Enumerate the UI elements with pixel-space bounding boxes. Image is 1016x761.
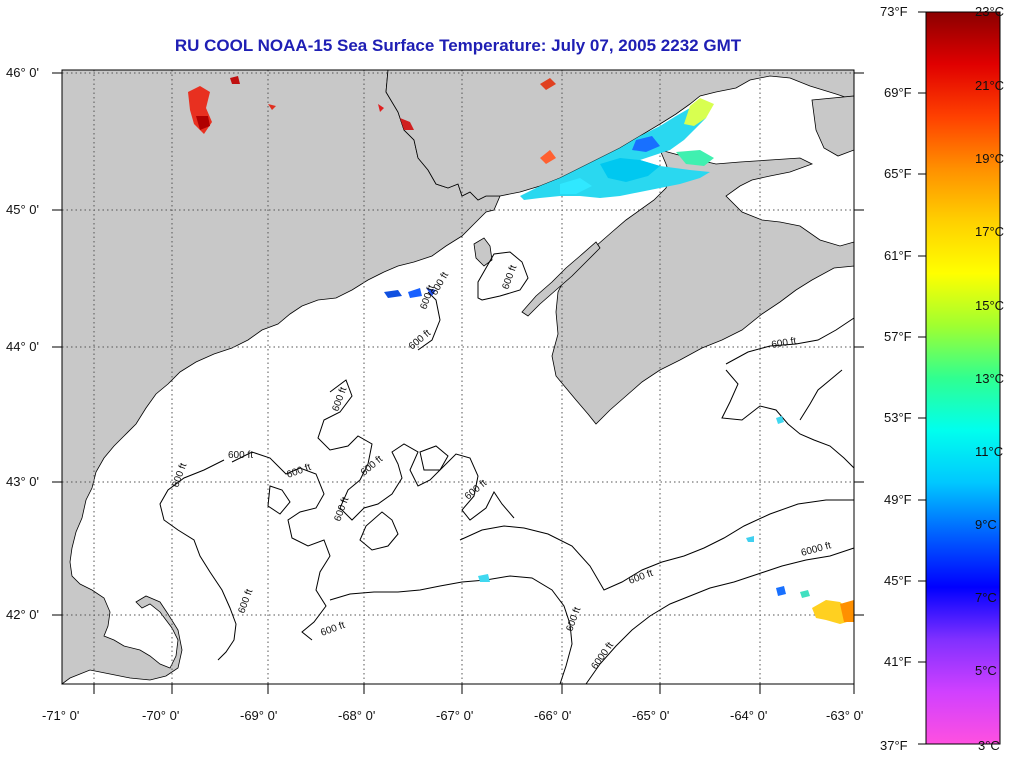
lat-label: 43° 0'	[6, 474, 39, 489]
lon-label: -70° 0'	[142, 708, 179, 723]
lat-label: 46° 0'	[6, 65, 39, 80]
colorbar-c-labels: 23°C 21°C 19°C 17°C 15°C 13°C 11°C 9°C 7…	[975, 4, 1004, 753]
lon-label: -67° 0'	[436, 708, 473, 723]
lat-label: 42° 0'	[6, 607, 39, 622]
fahrenheit-label: 73°F	[880, 4, 908, 19]
celsius-label: 21°C	[975, 78, 1004, 93]
lon-label: -69° 0'	[240, 708, 277, 723]
lon-label: -68° 0'	[338, 708, 375, 723]
celsius-label: 3°C	[978, 738, 1000, 753]
fahrenheit-label: 61°F	[884, 248, 912, 263]
longitude-labels: -71° 0' -70° 0' -69° 0' -68° 0' -67° 0' …	[42, 708, 863, 723]
colorbar-f-labels: 73°F 69°F 65°F 61°F 57°F 53°F 49°F 45°F …	[880, 4, 912, 753]
contour-label: 600 ft	[771, 336, 798, 351]
fahrenheit-label: 53°F	[884, 410, 912, 425]
lon-label: -66° 0'	[534, 708, 571, 723]
lon-label: -65° 0'	[632, 708, 669, 723]
sst-data	[188, 76, 854, 624]
celsius-label: 19°C	[975, 151, 1004, 166]
colorbar-ticks	[918, 11, 926, 745]
celsius-label: 7°C	[975, 590, 997, 605]
fahrenheit-label: 41°F	[884, 654, 912, 669]
colorbar	[925, 11, 1001, 745]
graticule	[62, 70, 854, 684]
celsius-label: 13°C	[975, 371, 1004, 386]
fahrenheit-label: 69°F	[884, 85, 912, 100]
bathymetry-contours	[159, 251, 855, 685]
celsius-label: 9°C	[975, 517, 997, 532]
fahrenheit-label: 37°F	[880, 738, 908, 753]
axis-ticks	[52, 72, 864, 694]
celsius-label: 15°C	[975, 298, 1004, 313]
lon-label: -71° 0'	[42, 708, 79, 723]
fahrenheit-label: 65°F	[884, 166, 912, 181]
celsius-label: 17°C	[975, 224, 1004, 239]
lon-label: -63° 0'	[826, 708, 863, 723]
latitude-labels: 46° 0' 45° 0' 44° 0' 43° 0' 42° 0'	[6, 65, 39, 622]
fahrenheit-label: 57°F	[884, 329, 912, 344]
land-grand-manan	[473, 237, 493, 267]
land-digby-neck	[521, 241, 601, 317]
celsius-label: 5°C	[975, 663, 997, 678]
fahrenheit-label: 45°F	[884, 573, 912, 588]
lon-label: -64° 0'	[730, 708, 767, 723]
plot-frame	[61, 69, 855, 685]
celsius-label: 11°C	[975, 444, 1003, 459]
map-title: RU COOL NOAA-15 Sea Surface Temperature:…	[174, 36, 742, 55]
lat-label: 44° 0'	[6, 339, 39, 354]
lat-label: 45° 0'	[6, 202, 39, 217]
celsius-label: 23°C	[975, 4, 1004, 19]
fahrenheit-label: 49°F	[884, 492, 912, 507]
contour-label: 600 ft	[228, 450, 253, 461]
